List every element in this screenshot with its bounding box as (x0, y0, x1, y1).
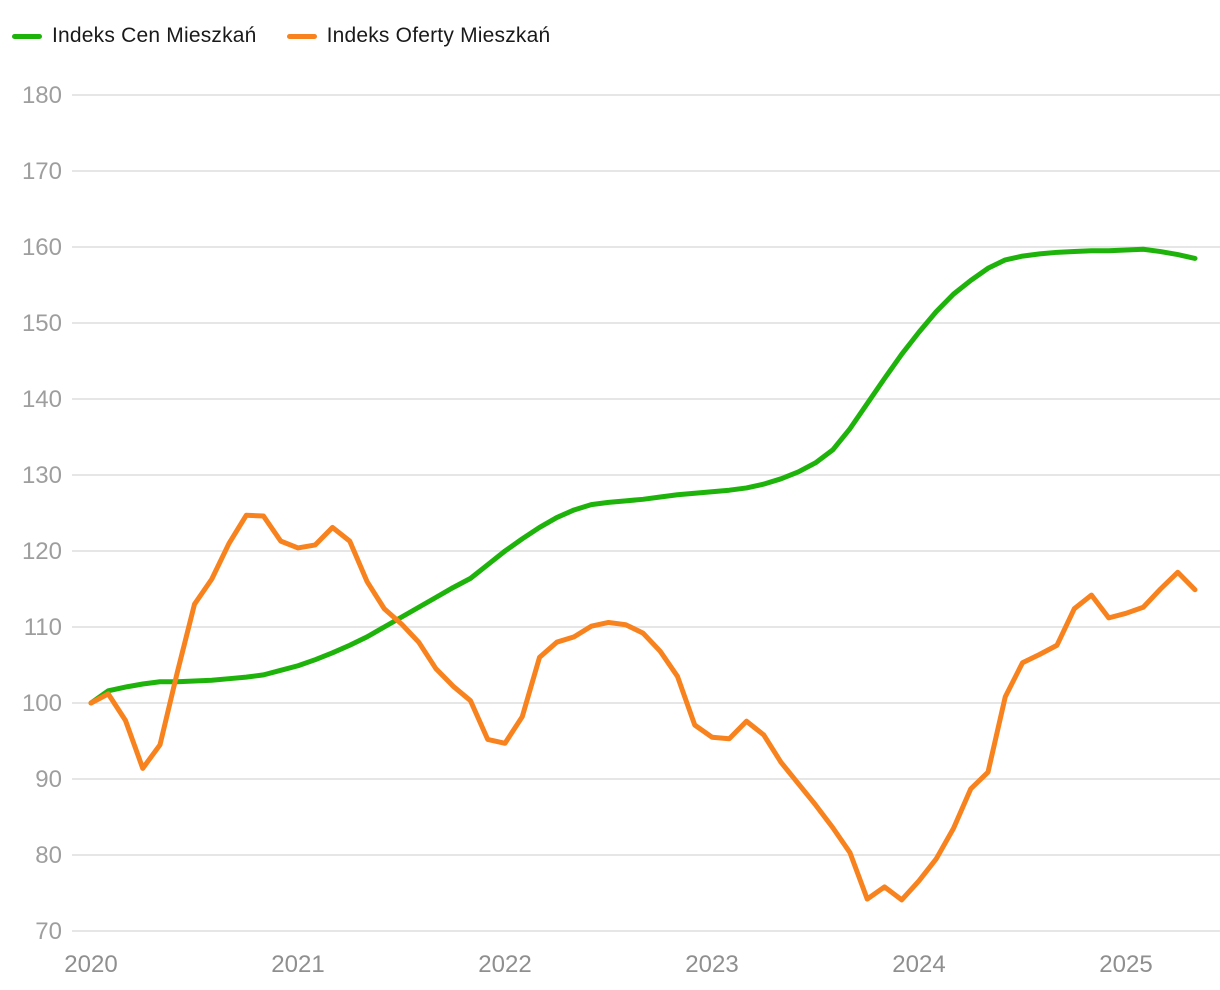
legend-swatch-green-icon (12, 33, 42, 39)
y-tick-label-130: 130 (22, 462, 62, 489)
y-tick-label-110: 110 (24, 614, 62, 641)
x-tick-label-2024: 2024 (892, 951, 945, 978)
x-tick-label-2022: 2022 (478, 951, 531, 978)
y-tick-label-150: 150 (22, 310, 62, 337)
x-tick-label-2021: 2021 (271, 951, 324, 978)
legend-item-indeks-cen[interactable]: Indeks Cen Mieszkań (12, 24, 257, 48)
legend-item-indeks-oferty[interactable]: Indeks Oferty Mieszkań (286, 24, 551, 48)
y-tick-label-80: 80 (35, 842, 62, 869)
y-tick-label-70: 70 (35, 918, 62, 945)
chart-legend: Indeks Cen Mieszkań Indeks Oferty Mieszk… (12, 24, 550, 48)
y-tick-label-170: 170 (22, 158, 62, 185)
y-tick-label-120: 120 (22, 538, 62, 565)
x-tick-label-2023: 2023 (685, 951, 738, 978)
series-line-1 (88, 512, 1198, 903)
y-tick-label-180: 180 (22, 82, 62, 109)
y-tick-label-160: 160 (22, 234, 62, 261)
legend-swatch-orange-icon (286, 33, 317, 39)
legend-label: Indeks Oferty Mieszkań (326, 24, 551, 47)
series-line-0 (88, 246, 1198, 706)
x-tick-label-2025: 2025 (1099, 951, 1152, 978)
y-tick-label-100: 100 (22, 690, 62, 717)
x-tick-label-2020: 2020 (64, 951, 117, 978)
y-tick-label-90: 90 (35, 766, 62, 793)
legend-label: Indeks Cen Mieszkań (52, 24, 257, 47)
y-tick-label-140: 140 (22, 386, 62, 413)
